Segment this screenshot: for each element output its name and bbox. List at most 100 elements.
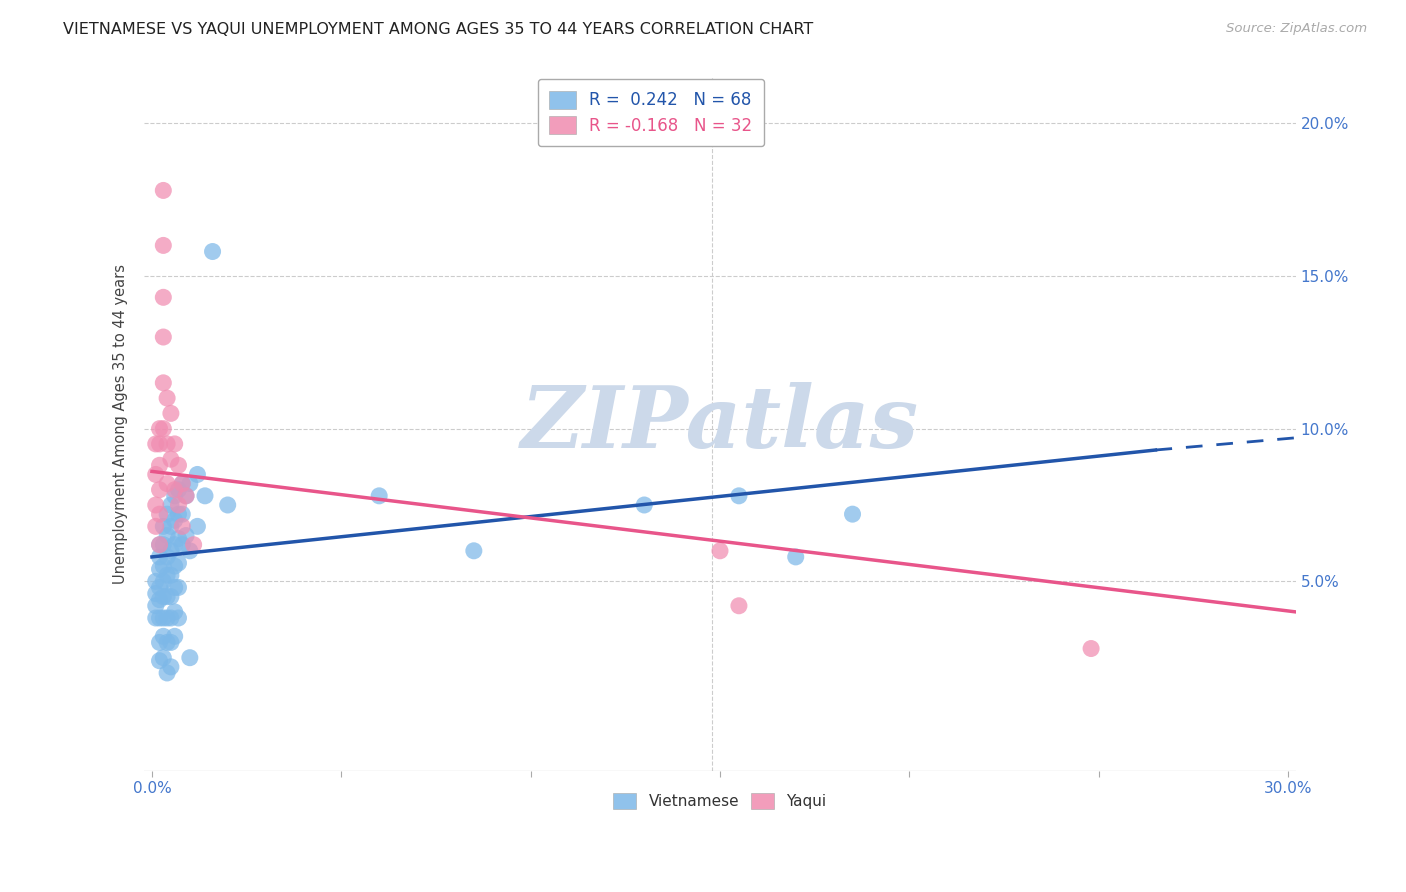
Point: [156, 476, 179, 491]
Text: ZIPatlas: ZIPatlas: [522, 383, 920, 466]
Point: [148, 538, 170, 552]
Point: [148, 507, 170, 521]
Point: [148, 581, 170, 595]
Point: [163, 538, 186, 552]
Point: [145, 611, 167, 625]
Point: [172, 538, 194, 552]
Text: VIETNAMESE VS YAQUI UNEMPLOYMENT AMONG AGES 35 TO 44 YEARS CORRELATION CHART: VIETNAMESE VS YAQUI UNEMPLOYMENT AMONG A…: [63, 22, 814, 37]
Point: [163, 437, 186, 451]
Point: [167, 483, 190, 497]
Point: [709, 543, 731, 558]
Point: [160, 660, 183, 674]
Point: [160, 543, 183, 558]
Point: [152, 422, 174, 436]
Point: [172, 476, 194, 491]
Point: [163, 513, 186, 527]
Point: [152, 238, 174, 252]
Point: [156, 590, 179, 604]
Point: [148, 635, 170, 649]
Point: [148, 611, 170, 625]
Point: [156, 568, 179, 582]
Point: [172, 476, 194, 491]
Point: [145, 437, 167, 451]
Point: [728, 489, 751, 503]
Point: [167, 498, 190, 512]
Point: [152, 376, 174, 390]
Point: [160, 452, 183, 467]
Point: [167, 458, 190, 473]
Point: [179, 543, 201, 558]
Point: [167, 507, 190, 521]
Point: [152, 611, 174, 625]
Point: [186, 467, 208, 482]
Point: [160, 635, 183, 649]
Point: [172, 519, 194, 533]
Point: [152, 183, 174, 197]
Point: [148, 592, 170, 607]
Point: [194, 489, 217, 503]
Point: [633, 498, 655, 512]
Point: [148, 538, 170, 552]
Point: [152, 538, 174, 552]
Point: [167, 532, 190, 546]
Point: [156, 549, 179, 564]
Point: [145, 574, 167, 589]
Point: [148, 437, 170, 451]
Point: [156, 391, 179, 405]
Point: [728, 599, 751, 613]
Point: [152, 574, 174, 589]
Point: [145, 467, 167, 482]
Point: [183, 538, 205, 552]
Point: [160, 611, 183, 625]
Point: [163, 581, 186, 595]
Point: [160, 498, 183, 512]
Point: [785, 549, 807, 564]
Point: [167, 611, 190, 625]
Point: [148, 654, 170, 668]
Point: [152, 650, 174, 665]
Point: [145, 599, 167, 613]
Point: [163, 489, 186, 503]
Point: [156, 665, 179, 680]
Point: [148, 549, 170, 564]
Point: [152, 590, 174, 604]
Point: [167, 556, 190, 570]
Point: [174, 489, 197, 503]
Point: [160, 519, 183, 533]
Point: [174, 489, 197, 503]
Point: [145, 498, 167, 512]
Point: [172, 507, 194, 521]
Point: [156, 611, 179, 625]
Point: [163, 483, 186, 497]
Point: [152, 290, 174, 304]
Point: [160, 568, 183, 582]
Point: [148, 483, 170, 497]
Point: [156, 437, 179, 451]
Point: [368, 489, 391, 503]
Point: [148, 562, 170, 576]
Point: [217, 498, 239, 512]
Point: [186, 519, 208, 533]
Point: [152, 330, 174, 344]
Point: [145, 519, 167, 533]
Point: [463, 543, 485, 558]
Y-axis label: Unemployment Among Ages 35 to 44 years: Unemployment Among Ages 35 to 44 years: [114, 264, 128, 584]
Point: [152, 559, 174, 574]
Point: [148, 458, 170, 473]
Point: [156, 635, 179, 649]
Point: [163, 605, 186, 619]
Legend: Vietnamese, Yaqui: Vietnamese, Yaqui: [607, 787, 832, 815]
Point: [148, 422, 170, 436]
Text: Source: ZipAtlas.com: Source: ZipAtlas.com: [1226, 22, 1367, 36]
Point: [167, 581, 190, 595]
Point: [163, 629, 186, 643]
Point: [156, 507, 179, 521]
Point: [841, 507, 863, 521]
Point: [152, 629, 174, 643]
Point: [163, 559, 186, 574]
Point: [179, 476, 201, 491]
Point: [201, 244, 224, 259]
Point: [156, 528, 179, 542]
Point: [160, 590, 183, 604]
Point: [179, 650, 201, 665]
